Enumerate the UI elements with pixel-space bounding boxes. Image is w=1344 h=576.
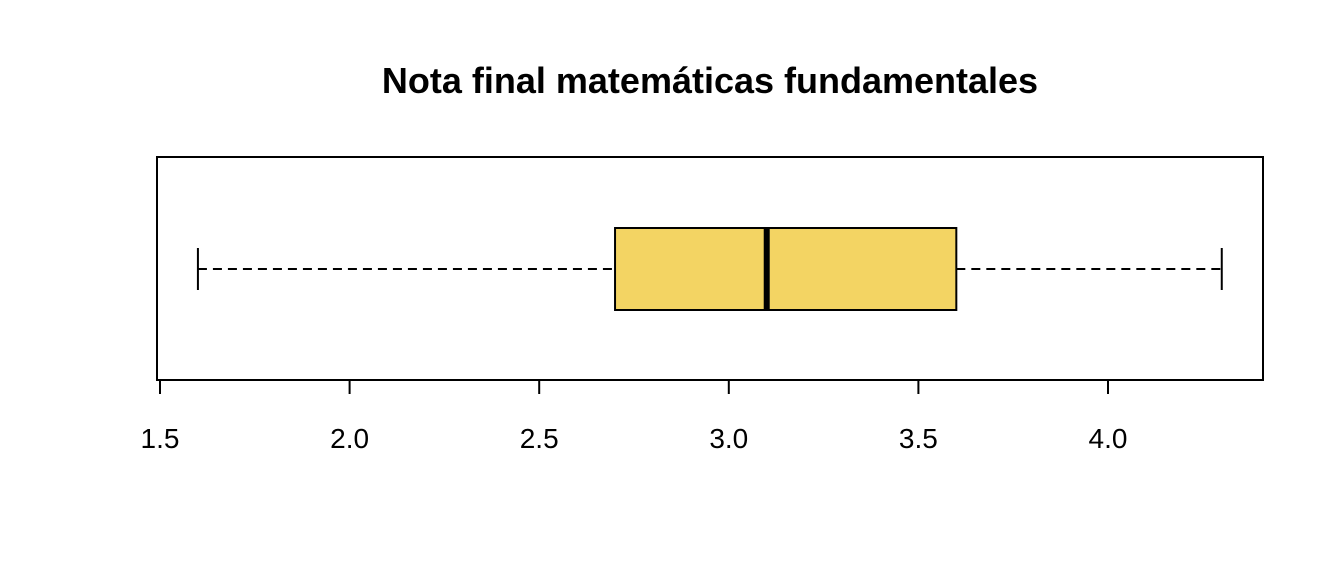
x-tick-label: 3.0 — [709, 423, 748, 454]
x-tick-label: 4.0 — [1089, 423, 1128, 454]
interquartile-box — [614, 227, 958, 311]
x-tick-label: 1.5 — [141, 423, 180, 454]
chart-title: Nota final matemáticas fundamentales — [382, 60, 1038, 101]
x-tick-label: 2.0 — [330, 423, 369, 454]
boxplot-marks — [196, 227, 1223, 311]
x-axis: 1.5 2.0 2.5 3.0 3.5 4.0 — [141, 379, 1128, 454]
x-tick-label: 2.5 — [520, 423, 559, 454]
x-tick-label: 3.5 — [899, 423, 938, 454]
